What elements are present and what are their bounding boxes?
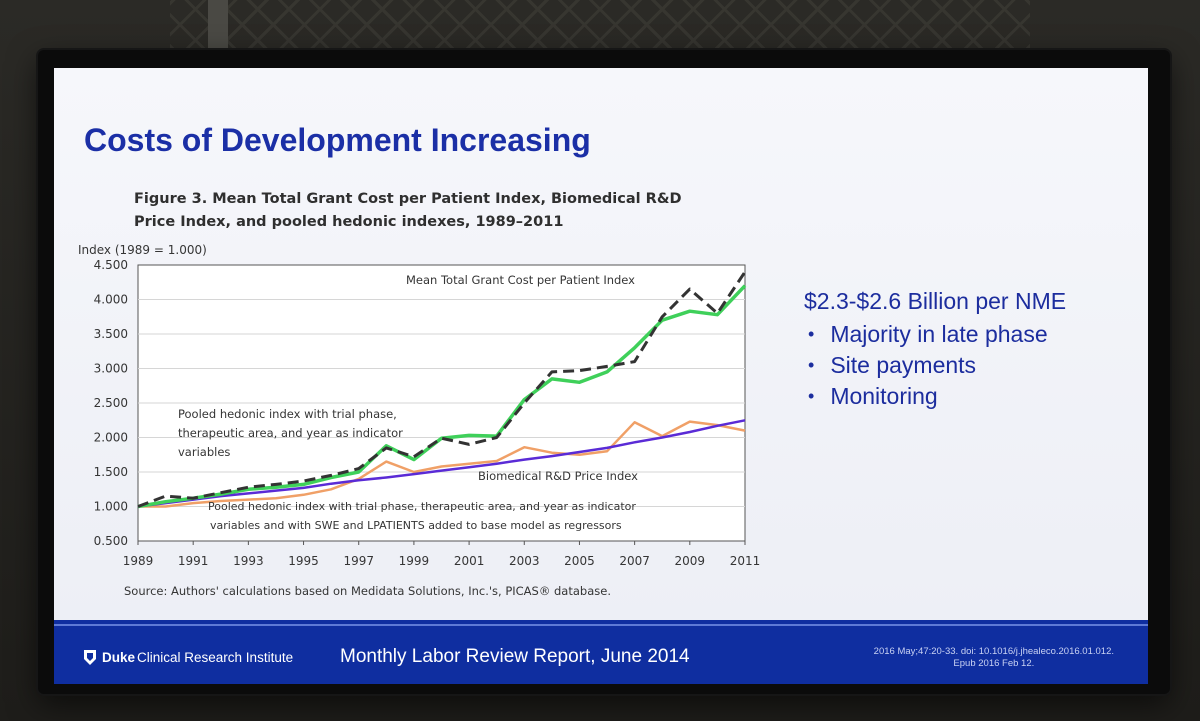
footer-citation: 2016 May;47:20-33. doi: 10.1016/j.jheale…	[874, 646, 1114, 670]
annotation-pooled-line-1: Pooled hedonic index with trial phase,	[178, 407, 397, 421]
series-pooled-hedonic-swe	[138, 420, 746, 508]
bullet-monitoring: Monitoring	[808, 381, 1066, 412]
duke-logo: Duke Clinical Research Institute	[84, 650, 293, 665]
y-tick-label: 0.500	[94, 534, 128, 548]
annotation-mean-total: Mean Total Grant Cost per Patient Index	[406, 273, 635, 287]
series-pooled-hedonic	[137, 284, 747, 509]
series-mean-total-grant-cost	[137, 271, 747, 508]
citation-line-1: 2016 May;47:20-33. doi: 10.1016/j.jheale…	[873, 646, 1114, 657]
footer-report-title: Monthly Labor Review Report, June 2014	[340, 646, 690, 667]
x-tick-label: 1991	[178, 554, 209, 568]
y-tick-label: 1.000	[94, 500, 128, 514]
chart-source-note: Source: Authors' calculations based on M…	[124, 584, 611, 598]
figure-title-line-1: Figure 3. Mean Total Grant Cost per Pati…	[134, 191, 682, 207]
monitor-stand	[208, 0, 228, 60]
annotation-pooled-line-3: variables	[178, 445, 230, 459]
y-axis-label: Index (1989 = 1.000)	[78, 243, 207, 257]
y-tick-label: 2.000	[94, 431, 128, 445]
slide-footer: Duke Clinical Research Institute Monthly…	[54, 620, 1148, 684]
annotation-pooled-line-2: therapeutic area, and year as indicator	[178, 426, 403, 440]
x-tick-label: 1989	[123, 554, 154, 568]
y-tick-label: 1.500	[94, 465, 128, 479]
x-tick-label: 1995	[288, 554, 319, 568]
x-tick-label: 2003	[509, 554, 540, 568]
figure-title-line-2: Price Index, and pooled hedonic indexes,…	[134, 214, 564, 230]
y-tick-labels: 0.500 1.000 1.500 2.000 2.500 3.000 3.500 4.000…	[94, 258, 128, 548]
y-tick-label: 3.000	[94, 362, 128, 376]
x-tick-label: 1997	[343, 554, 374, 568]
key-points: $2.3-$2.6 Billion per NME Majority in la…	[804, 288, 1066, 412]
annotation-swe-line-1: Pooled hedonic index with trial phase, t…	[208, 500, 636, 513]
x-tick-label: 2009	[675, 554, 706, 568]
figure-title: Figure 3. Mean Total Grant Cost per Pati…	[134, 188, 734, 234]
x-tick-label: 1999	[399, 554, 430, 568]
shield-icon	[84, 650, 96, 665]
slide-title: Costs of Development Increasing	[84, 122, 591, 158]
x-tick-label: 2011	[730, 554, 761, 568]
y-tick-label: 2.500	[94, 396, 128, 410]
y-tick-label: 3.500	[94, 327, 128, 341]
footer-rule	[54, 624, 1148, 626]
ceiling-truss	[170, 0, 1030, 48]
annotation-swe-line-2: variables and with SWE and LPATIENTS add…	[210, 519, 622, 532]
x-tick-label: 2007	[619, 554, 650, 568]
x-tick-label: 1993	[233, 554, 264, 568]
series-lines	[137, 271, 747, 509]
bullet-site-payments: Site payments	[808, 350, 1066, 381]
y-tick-label: 4.000	[94, 293, 128, 307]
logo-bold-text: Duke	[102, 650, 136, 665]
grid-lines	[138, 299, 745, 507]
x-tick-labels: 1989 1991 1993 1995 1997 1999 2001 2003 2005 2007…	[123, 541, 761, 568]
y-tick-label: 4.500	[94, 258, 128, 272]
presentation-slide: Costs of Development Increasing Figure 3…	[54, 68, 1148, 684]
x-tick-label: 2001	[454, 554, 485, 568]
bullet-list: Majority in late phase Site payments Mon…	[804, 319, 1066, 412]
logo-text: Clinical Research Institute	[137, 650, 294, 665]
line-chart: Index (1989 = 1.000) 0.500 1.000 1.500 2.00…	[78, 243, 761, 598]
bullet-late-phase: Majority in late phase	[808, 319, 1066, 350]
x-tick-label: 2005	[564, 554, 595, 568]
annotation-biomedical: Biomedical R&D Price Index	[478, 469, 638, 483]
citation-line-2: Epub 2016 Feb 12.	[953, 658, 1035, 669]
cost-heading: $2.3-$2.6 Billion per NME	[804, 288, 1067, 314]
series-biomedical-price-index	[137, 419, 746, 508]
